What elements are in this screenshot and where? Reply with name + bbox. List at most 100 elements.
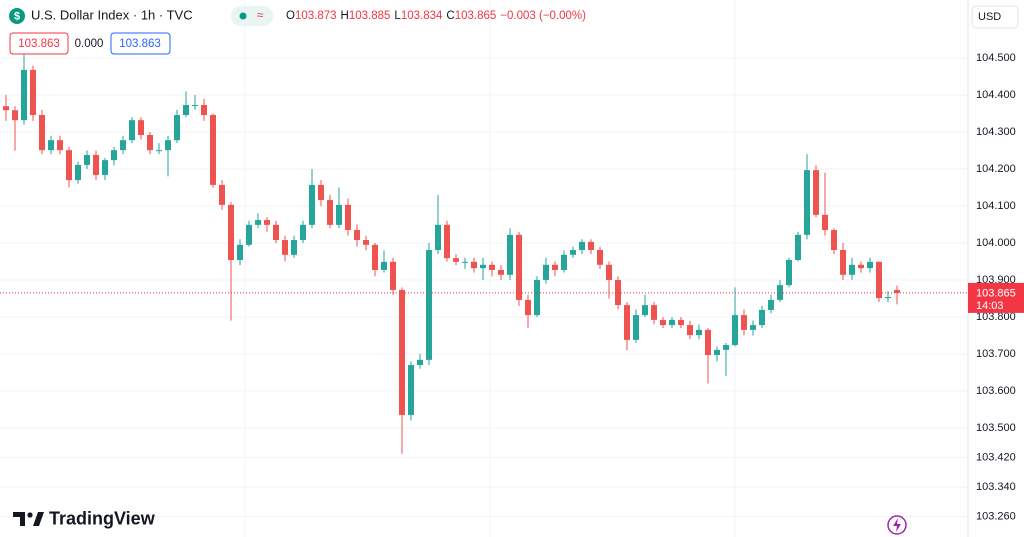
candle-body <box>543 264 549 280</box>
candle-body <box>156 150 162 152</box>
sell-price[interactable]: 103.863 <box>18 38 60 50</box>
candle-body <box>228 204 234 260</box>
candle-body <box>669 319 675 326</box>
candle-body <box>66 150 72 181</box>
candle-body <box>219 184 225 205</box>
market-status[interactable] <box>231 6 273 26</box>
y-tick-label: 103.900 <box>976 274 1016 286</box>
candle-body <box>579 241 585 251</box>
candle-body <box>786 259 792 286</box>
candle-body <box>408 365 414 415</box>
y-tick-label: 103.500 <box>976 422 1016 434</box>
candle-body <box>516 234 522 300</box>
candle-body <box>426 250 432 360</box>
candle-body <box>57 140 63 151</box>
logo-mark <box>13 512 25 526</box>
y-tick-label: 104.300 <box>976 126 1016 138</box>
candle-body <box>381 261 387 270</box>
candle-body <box>75 164 81 181</box>
candle-body <box>507 234 513 275</box>
candle-body <box>417 359 423 366</box>
alert-icon-glyph <box>893 518 901 532</box>
candle-body <box>264 220 270 225</box>
last-price-box <box>968 282 1024 313</box>
y-tick-label: 103.260 <box>976 511 1016 523</box>
change: −0.003 (−0.00%) <box>500 10 586 22</box>
logo-mark <box>27 512 33 518</box>
y-tick-label: 103.600 <box>976 385 1016 397</box>
symbol-title[interactable]: U.S. Dollar Index · 1h · TVC <box>31 7 193 22</box>
currency-button[interactable] <box>971 5 1019 29</box>
candle-body <box>345 204 351 231</box>
candle-body <box>30 69 36 116</box>
candle-body <box>714 349 720 356</box>
buy-price[interactable]: 103.863 <box>119 38 161 50</box>
ohlc-label: O <box>286 10 295 22</box>
candle-body <box>570 250 576 255</box>
sell-badge[interactable] <box>9 32 69 55</box>
candle-body <box>606 264 612 280</box>
candle-body <box>588 241 594 251</box>
candle-body <box>21 69 27 121</box>
candle-body <box>795 234 801 260</box>
candle-body <box>363 240 369 245</box>
y-tick-label: 104.000 <box>976 237 1016 249</box>
candle-body <box>282 240 288 255</box>
candle-body <box>300 224 306 241</box>
candle-body <box>309 184 315 225</box>
candle-body <box>552 264 558 270</box>
logo[interactable]: TradingView <box>13 508 156 528</box>
buy-badge[interactable] <box>110 32 171 55</box>
candle-body <box>291 240 297 255</box>
candle-body <box>813 170 819 215</box>
candle-body <box>768 299 774 310</box>
ohlc-label: C <box>446 10 454 22</box>
candle-body <box>165 140 171 151</box>
y-tick-label: 104.200 <box>976 163 1016 175</box>
candle-body <box>489 264 495 270</box>
candle-body <box>372 244 378 270</box>
candle-body <box>273 224 279 241</box>
candle-body <box>561 254 567 270</box>
candle-body <box>660 319 666 326</box>
market-status-dot <box>239 12 247 20</box>
candle-body <box>120 140 126 151</box>
logo-text[interactable]: TradingView <box>49 508 156 528</box>
spread: 0.000 <box>75 38 104 50</box>
candle-body <box>192 105 198 107</box>
candle-body <box>201 105 207 116</box>
currency-label[interactable]: USD <box>978 11 1001 23</box>
candle-body <box>687 325 693 336</box>
symbol-icon-glyph: $ <box>14 10 20 22</box>
candle-body <box>318 184 324 201</box>
candle-body <box>12 110 18 121</box>
candle-body <box>39 115 45 151</box>
candle-body <box>678 319 684 326</box>
candle-body <box>858 264 864 269</box>
candle-body <box>723 345 729 350</box>
y-tick-label: 104.400 <box>976 89 1016 101</box>
candle-body <box>255 220 261 225</box>
candle-body <box>327 200 333 225</box>
candle-body <box>138 120 144 135</box>
candle-body <box>525 299 531 316</box>
candle-body <box>93 154 99 175</box>
candle-body <box>633 315 639 340</box>
y-tick-label: 103.340 <box>976 481 1016 493</box>
candle-body <box>885 296 891 299</box>
candle-body <box>741 315 747 330</box>
symbol-icon <box>9 8 25 24</box>
candle-body <box>876 261 882 299</box>
candle-body <box>102 160 108 175</box>
candle-body <box>642 305 648 316</box>
candle-body <box>453 258 459 262</box>
candle-body <box>84 154 90 165</box>
candle-body <box>444 224 450 259</box>
last-price-label: 103.865 <box>976 287 1016 299</box>
candle-body <box>48 140 54 151</box>
candle-body <box>759 309 765 326</box>
candle-body <box>732 315 738 346</box>
ohlc-label: H <box>341 10 349 22</box>
candle-body <box>894 289 900 293</box>
